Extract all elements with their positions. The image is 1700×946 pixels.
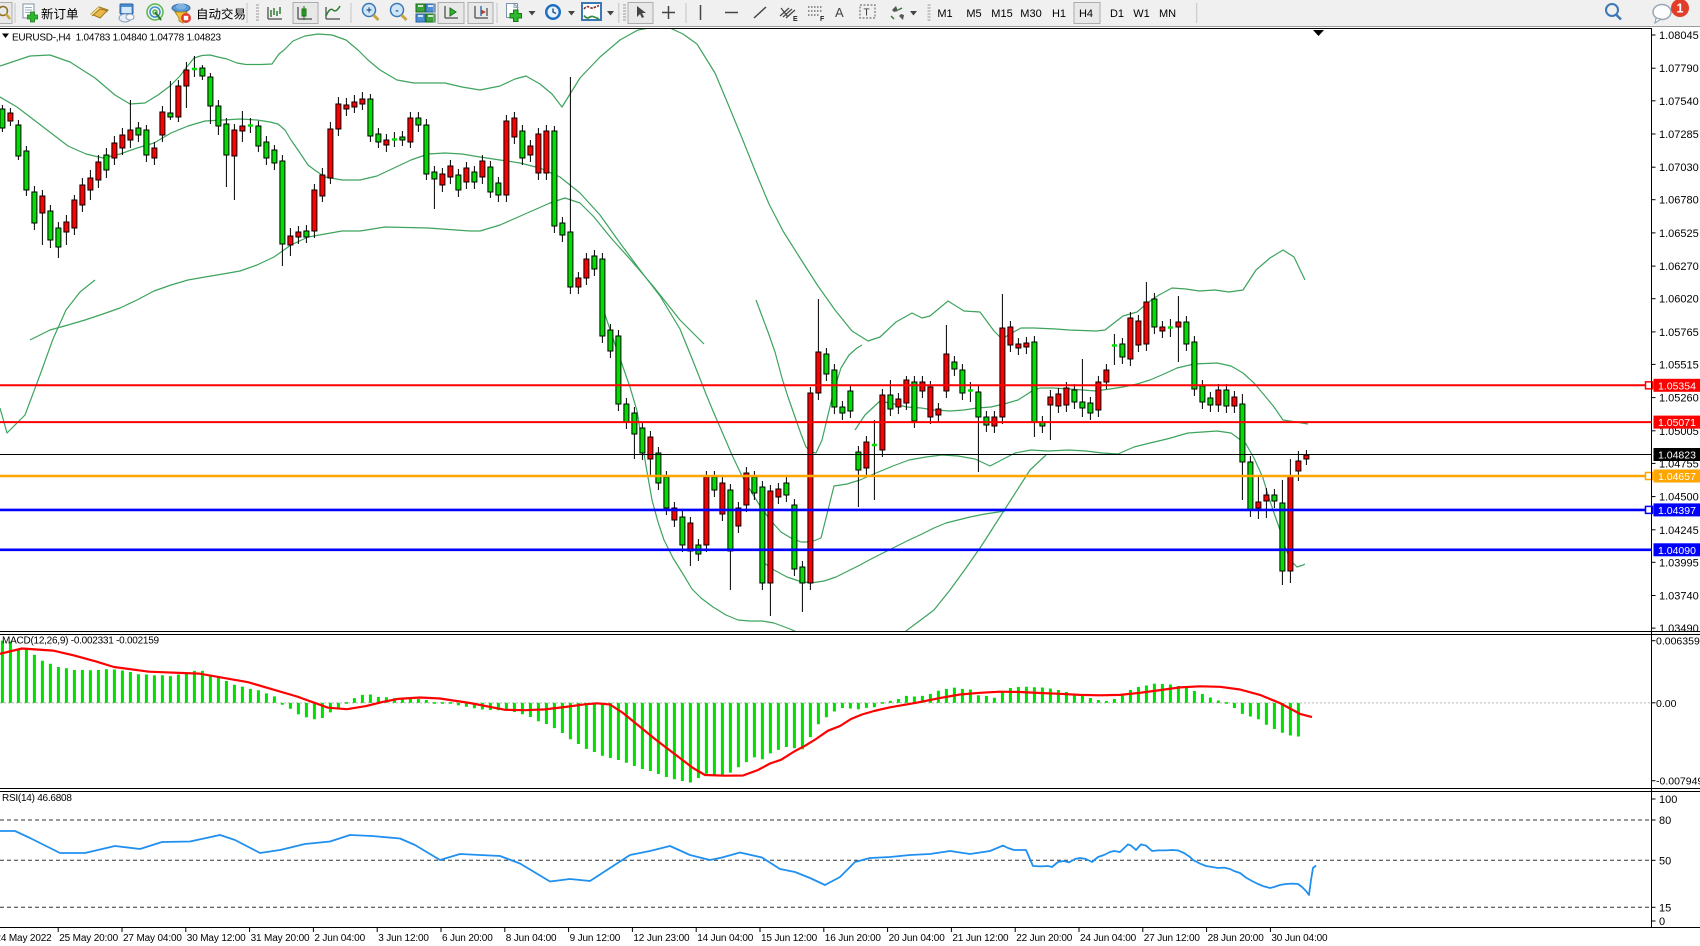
svg-text:M15: M15 <box>991 8 1012 20</box>
svg-text:1.05071: 1.05071 <box>1658 417 1696 429</box>
svg-text:1.05765: 1.05765 <box>1659 327 1699 339</box>
svg-text:1: 1 <box>1677 2 1684 16</box>
svg-text:1.05005: 1.05005 <box>1659 426 1699 438</box>
svg-text:1.04755: 1.04755 <box>1659 458 1699 470</box>
svg-text:20 Jun 04:00: 20 Jun 04:00 <box>889 933 946 944</box>
svg-text:-0.007949: -0.007949 <box>1656 776 1700 788</box>
svg-text:50: 50 <box>1659 855 1671 867</box>
svg-text:1.04397: 1.04397 <box>1658 505 1696 517</box>
svg-text:+: + <box>366 6 372 17</box>
svg-text:1.06525: 1.06525 <box>1659 228 1699 240</box>
svg-text:-: - <box>395 6 398 17</box>
svg-text:1.06270: 1.06270 <box>1659 261 1699 273</box>
svg-text:8 Jun 04:00: 8 Jun 04:00 <box>506 933 557 944</box>
svg-text:W1: W1 <box>1133 8 1150 20</box>
svg-text:21 Jun 12:00: 21 Jun 12:00 <box>952 933 1009 944</box>
svg-text:1.04657: 1.04657 <box>1658 471 1696 483</box>
svg-text:1.04500: 1.04500 <box>1659 492 1699 504</box>
svg-text:30 May 12:00: 30 May 12:00 <box>187 933 246 944</box>
svg-text:1.08045: 1.08045 <box>1659 30 1699 42</box>
svg-text:2 Jun 04:00: 2 Jun 04:00 <box>314 933 365 944</box>
svg-text:M1: M1 <box>937 8 952 20</box>
svg-text:H1: H1 <box>1052 8 1066 20</box>
svg-text:1.05260: 1.05260 <box>1659 393 1699 405</box>
svg-text:6 Jun 20:00: 6 Jun 20:00 <box>442 933 493 944</box>
svg-text:31 May 20:00: 31 May 20:00 <box>251 933 310 944</box>
svg-text:M5: M5 <box>966 8 981 20</box>
svg-text:RSI(14) 46.6808: RSI(14) 46.6808 <box>2 793 72 804</box>
svg-text:1.03995: 1.03995 <box>1659 557 1699 569</box>
svg-text:27 Jun 12:00: 27 Jun 12:00 <box>1144 933 1201 944</box>
svg-text:12 Jun 23:00: 12 Jun 23:00 <box>633 933 690 944</box>
svg-text:28 Jun 20:00: 28 Jun 20:00 <box>1208 933 1265 944</box>
svg-text:1.07030: 1.07030 <box>1659 162 1699 174</box>
svg-text:30 Jun 04:00: 30 Jun 04:00 <box>1271 933 1328 944</box>
svg-text:MACD(12,26,9) -0.002331 -0.002: MACD(12,26,9) -0.002331 -0.002159 <box>2 636 160 647</box>
svg-text:1.05354: 1.05354 <box>1658 380 1696 392</box>
svg-text:0.006359: 0.006359 <box>1656 636 1700 648</box>
svg-text:M30: M30 <box>1020 8 1041 20</box>
svg-text:1.04823: 1.04823 <box>1658 450 1696 462</box>
svg-text:15 Jun 12:00: 15 Jun 12:00 <box>761 933 818 944</box>
svg-text:D1: D1 <box>1110 8 1124 20</box>
svg-text:1.04090: 1.04090 <box>1658 545 1696 557</box>
svg-text:27 May 04:00: 27 May 04:00 <box>123 933 182 944</box>
svg-text:1.03490: 1.03490 <box>1659 623 1699 635</box>
svg-text:1.06780: 1.06780 <box>1659 195 1699 207</box>
svg-text:MN: MN <box>1159 8 1176 20</box>
svg-text:T: T <box>864 8 870 19</box>
svg-text:100: 100 <box>1659 794 1677 806</box>
svg-text:24 Jun 04:00: 24 Jun 04:00 <box>1080 933 1137 944</box>
svg-text:80: 80 <box>1659 815 1671 827</box>
svg-text:EURUSD-,H4 1.04783 1.04840 1.: EURUSD-,H4 1.04783 1.04840 1.04778 1.048… <box>12 33 222 44</box>
svg-text:16 Jun 20:00: 16 Jun 20:00 <box>825 933 882 944</box>
svg-text:1.04245: 1.04245 <box>1659 525 1699 537</box>
svg-text:E: E <box>793 16 798 23</box>
svg-text:15: 15 <box>1659 902 1671 914</box>
svg-text:F: F <box>820 16 825 23</box>
svg-text:14 Jun 04:00: 14 Jun 04:00 <box>697 933 754 944</box>
svg-text:25 May 20:00: 25 May 20:00 <box>59 933 118 944</box>
svg-text:1.07285: 1.07285 <box>1659 129 1699 141</box>
svg-text:0: 0 <box>1659 916 1665 928</box>
svg-text:1.06020: 1.06020 <box>1659 294 1699 306</box>
svg-text:1.07540: 1.07540 <box>1659 96 1699 108</box>
svg-text:9 Jun 12:00: 9 Jun 12:00 <box>570 933 621 944</box>
svg-text:A: A <box>835 5 844 20</box>
svg-text:1.05515: 1.05515 <box>1659 359 1699 371</box>
svg-text:3 Jun 12:00: 3 Jun 12:00 <box>378 933 429 944</box>
svg-text:24 May 2022: 24 May 2022 <box>0 933 52 944</box>
svg-text:22 Jun 20:00: 22 Jun 20:00 <box>1016 933 1073 944</box>
svg-text:1.07790: 1.07790 <box>1659 63 1699 75</box>
svg-text:H4: H4 <box>1079 8 1093 20</box>
svg-text:1.03740: 1.03740 <box>1659 591 1699 603</box>
svg-text:0.00: 0.00 <box>1656 698 1677 710</box>
